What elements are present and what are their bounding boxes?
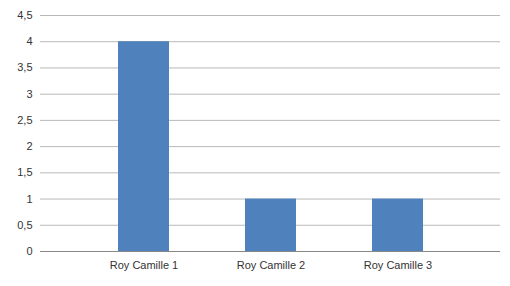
svg-text:4,5: 4,5 — [17, 9, 32, 21]
svg-text:3: 3 — [26, 88, 32, 100]
svg-text:Roy Camille 3: Roy Camille 3 — [364, 259, 432, 271]
svg-text:0,5: 0,5 — [17, 219, 32, 231]
svg-text:1,5: 1,5 — [17, 166, 32, 178]
svg-text:2,5: 2,5 — [17, 114, 32, 126]
svg-text:1: 1 — [26, 193, 32, 205]
svg-text:Roy Camille 2: Roy Camille 2 — [237, 259, 305, 271]
svg-text:Roy Camille 1: Roy Camille 1 — [110, 259, 178, 271]
svg-text:3,5: 3,5 — [17, 61, 32, 73]
svg-text:4: 4 — [26, 35, 32, 47]
svg-text:2: 2 — [26, 140, 32, 152]
svg-text:0: 0 — [26, 245, 32, 257]
